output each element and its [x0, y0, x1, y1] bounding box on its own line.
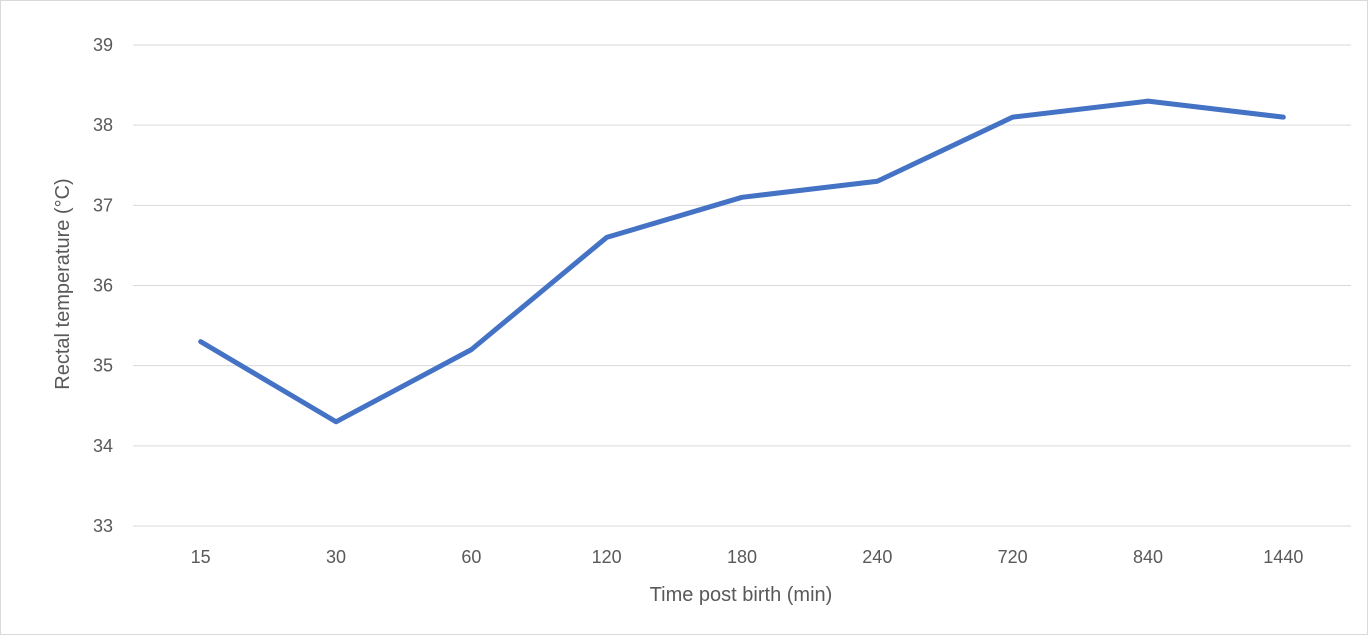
series-layer	[198, 98, 1286, 425]
y-tick-label: 34	[93, 436, 113, 456]
y-tick-label: 37	[93, 195, 113, 215]
y-tick-label: 36	[93, 276, 113, 296]
x-axis-tick-labels: 15 30 60 120 180 240 720 840 1440	[191, 547, 1304, 567]
y-axis-tick-labels: 33 34 35 36 37 38 39	[93, 35, 113, 536]
x-tick-label: 1440	[1263, 547, 1303, 567]
y-tick-label: 38	[93, 115, 113, 135]
y-axis-title: Rectal temperature (°C)	[52, 178, 74, 389]
y-tick-label: 39	[93, 35, 113, 55]
series-line-0	[198, 98, 1286, 425]
x-tick-label: 840	[1133, 547, 1163, 567]
gridlines	[133, 44, 1351, 527]
x-tick-label: 30	[326, 547, 346, 567]
x-tick-label: 720	[998, 547, 1028, 567]
x-tick-label: 60	[461, 547, 481, 567]
y-tick-label: 35	[93, 356, 113, 376]
x-tick-label: 15	[191, 547, 211, 567]
x-tick-label: 240	[862, 547, 892, 567]
x-tick-label: 120	[592, 547, 622, 567]
y-tick-label: 33	[93, 516, 113, 536]
x-axis-title: Time post birth (min)	[650, 584, 833, 606]
x-tick-label: 180	[727, 547, 757, 567]
